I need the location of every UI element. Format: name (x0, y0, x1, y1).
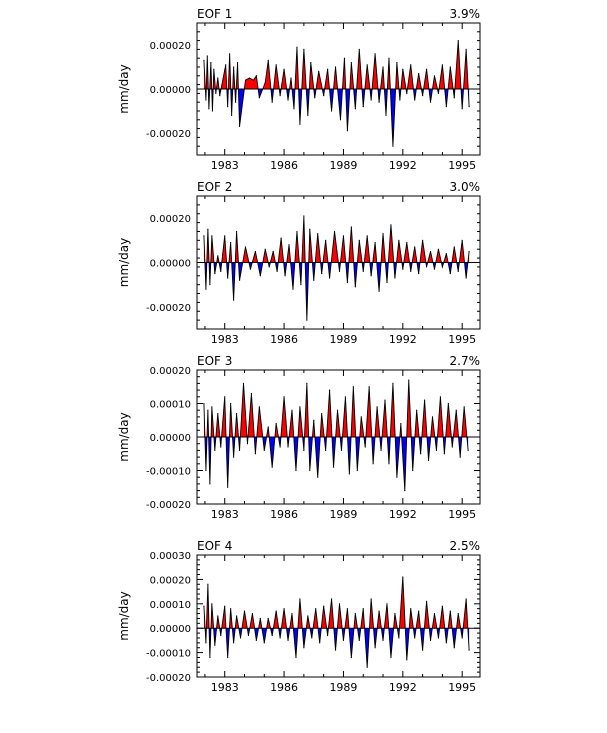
y-tick-label: 0.00000 (150, 624, 191, 635)
negative-area (203, 262, 470, 321)
x-tick-label: 1986 (270, 508, 298, 521)
plot-area (197, 40, 480, 147)
x-tick-label: 1989 (329, 159, 357, 172)
x-tick-label: 1986 (270, 333, 298, 346)
y-tick-label: 0.00020 (150, 41, 191, 52)
variance-label: 2.5% (450, 539, 481, 553)
y-tick-label: -0.00010 (146, 467, 191, 478)
x-tick-label: 1983 (211, 681, 239, 694)
plot-frame (196, 22, 481, 156)
variance-label: 2.7% (450, 354, 481, 368)
y-tick-label: 0.00010 (150, 400, 191, 411)
y-tick-label: -0.00020 (146, 673, 191, 684)
eof-panel-3: 1983 1986 1989 1992 1995 -0.00020 -0.00010 0.00… (117, 354, 481, 521)
y-tick-label: 0.00000 (150, 85, 191, 96)
x-tick-label: 1995 (448, 508, 476, 521)
y-tick-label: 0.00020 (150, 575, 191, 586)
x-tick-label: 1989 (329, 333, 357, 346)
x-tick-label: 1989 (329, 681, 357, 694)
positive-area (203, 380, 469, 437)
y-tick-label: -0.00010 (146, 649, 191, 660)
y-axis-label: mm/day (117, 64, 131, 114)
panel-title: EOF 3 (197, 354, 232, 368)
positive-area (203, 215, 470, 263)
plot-area (197, 379, 480, 492)
eof-panel-2: 1983 1986 1989 1992 1995 -0.00020 0.00000 0.000… (117, 180, 481, 346)
eof-panel-4: 1983 1986 1989 1992 1995 -0.00020 -0.00010 0.00… (117, 539, 481, 694)
x-tick-label: 1992 (389, 681, 417, 694)
y-tick-label: 0.00000 (150, 259, 191, 270)
eof-panel-1: 1983 1986 1989 1992 1995 -0.00020 0.00000 0.000… (117, 7, 481, 172)
y-tick-label: -0.00020 (146, 129, 191, 140)
y-tick-label: -0.00020 (146, 303, 191, 314)
x-tick-label: 1986 (270, 159, 298, 172)
panel-title: EOF 2 (197, 180, 232, 194)
variance-label: 3.9% (450, 7, 481, 21)
panel-title: EOF 1 (197, 7, 232, 21)
series-line (203, 40, 470, 147)
series-line (203, 215, 470, 321)
positive-area (203, 40, 470, 89)
x-tick-label: 1986 (270, 681, 298, 694)
x-tick-label: 1983 (211, 159, 239, 172)
negative-area (203, 437, 469, 491)
y-tick-label: 0.00010 (150, 600, 191, 611)
y-tick-label: 0.00020 (150, 214, 191, 225)
x-tick-label: 1983 (211, 333, 239, 346)
x-tick-label: 1995 (448, 681, 476, 694)
y-tick-label: 0.00030 (150, 551, 191, 562)
positive-area (203, 576, 470, 629)
plot-area (197, 576, 480, 668)
plot-frame (196, 554, 481, 678)
variance-label: 3.0% (450, 180, 481, 194)
x-tick-label: 1983 (211, 508, 239, 521)
y-axis-label: mm/day (117, 412, 131, 462)
x-tick-label: 1989 (329, 508, 357, 521)
y-tick-label: -0.00020 (146, 500, 191, 511)
panel-title: EOF 4 (197, 539, 232, 553)
y-tick-label: 0.00020 (150, 366, 191, 377)
x-tick-label: 1995 (448, 159, 476, 172)
x-tick-label: 1995 (448, 333, 476, 346)
x-tick-label: 1992 (389, 333, 417, 346)
plot-area (197, 215, 480, 321)
series-line (203, 380, 469, 491)
y-tick-label: 0.00000 (150, 433, 191, 444)
y-axis-label: mm/day (117, 591, 131, 641)
series-line (203, 576, 470, 668)
y-axis-label: mm/day (117, 238, 131, 288)
x-tick-label: 1992 (389, 159, 417, 172)
x-tick-label: 1992 (389, 508, 417, 521)
plot-frame (196, 195, 481, 330)
